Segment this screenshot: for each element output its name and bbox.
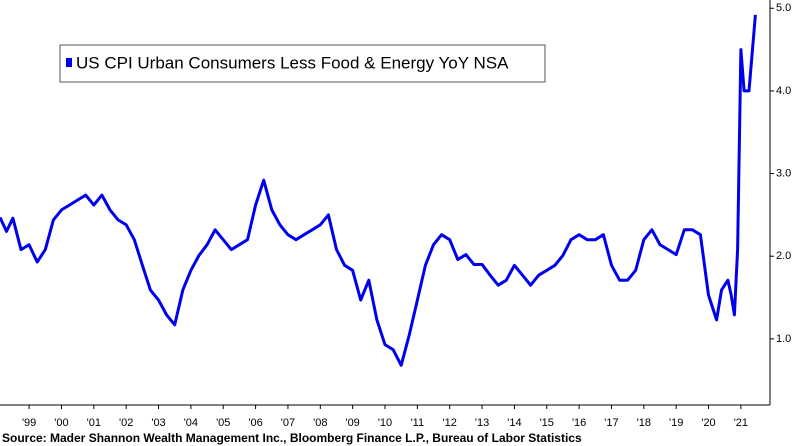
series-line [0, 14, 757, 367]
x-tick-label: '06 [248, 417, 262, 429]
x-tick-label: '02 [119, 417, 133, 429]
x-tick-label: '19 [669, 417, 683, 429]
legend-label: US CPI Urban Consumers Less Food & Energ… [76, 53, 509, 72]
x-tick-label: '21 [734, 417, 748, 429]
x-tick-label: '07 [281, 417, 295, 429]
x-tick-label: '05 [216, 417, 230, 429]
x-tick-label: '08 [313, 417, 327, 429]
x-tick-label: '10 [378, 417, 392, 429]
x-tick-label: '03 [151, 417, 165, 429]
y-tick-label: 1.0 [776, 333, 791, 345]
x-tick-label: '13 [475, 417, 489, 429]
y-tick-label: 4.0 [776, 85, 791, 97]
x-tick-label: '99 [22, 417, 36, 429]
x-tick-label: '15 [540, 417, 554, 429]
y-tick-label: 3.0 [776, 167, 791, 179]
x-tick-label: '12 [443, 417, 457, 429]
x-tick-label: '00 [54, 417, 68, 429]
x-tick-label: '14 [507, 417, 521, 429]
y-tick-label: 5.0 [776, 2, 791, 14]
x-tick-label: '16 [572, 417, 586, 429]
x-tick-label: '01 [87, 417, 101, 429]
x-tick-label: '18 [637, 417, 651, 429]
x-tick-label: '09 [345, 417, 359, 429]
legend-swatch [66, 58, 72, 67]
y-tick-label: 2.0 [776, 250, 791, 262]
x-tick-label: '04 [184, 417, 198, 429]
x-tick-label: '20 [701, 417, 715, 429]
legend-box [59, 44, 546, 83]
source: Source: Mader Shannon Wealth Management … [2, 431, 582, 445]
x-tick-label: '11 [411, 417, 425, 429]
x-tick-label: '17 [604, 417, 618, 429]
